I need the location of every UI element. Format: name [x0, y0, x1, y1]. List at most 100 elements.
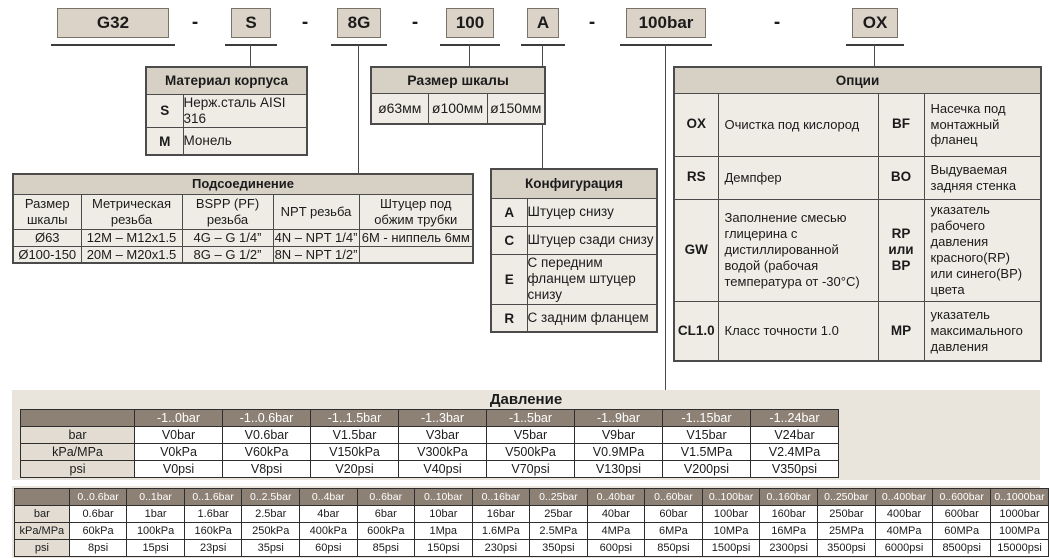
underline-connection	[331, 44, 387, 46]
configuration-desc: Штуцер сзади снизу	[526, 225, 658, 255]
configuration-desc: С задним фланцем	[526, 303, 658, 333]
pressure-value-cell: 100kPa	[126, 522, 185, 540]
connection-cell: 4G – G 1/4”	[181, 228, 274, 247]
option-code: GW	[673, 198, 719, 302]
pressure-value-cell: 6000psi	[874, 539, 934, 557]
option-code: CL1.0	[673, 300, 719, 362]
pressure-range-header: 0..1bar	[126, 488, 185, 506]
underline-material	[225, 44, 277, 46]
code-segment-dial-size: 100	[446, 8, 494, 38]
material-desc: Монель	[182, 127, 308, 156]
underline-pressure	[620, 44, 712, 46]
pressure-value-cell: V300kPa	[398, 443, 487, 461]
pressure-value-cell: 0.6bar	[68, 505, 128, 523]
pressure-range-header: 0..4bar	[299, 488, 358, 506]
code-segment-connection: 8G	[337, 8, 381, 38]
pressure-value-cell: 40MPa	[874, 522, 934, 540]
pressure-value-cell: 85psi	[356, 539, 416, 557]
code-segment-pressure: 100bar	[626, 8, 706, 38]
pressure-range-header: -1..9bar	[574, 409, 663, 427]
connector-material	[250, 45, 251, 66]
pressure-unit-label: psi	[14, 539, 70, 557]
pressure-value-cell: 6MPa	[644, 522, 703, 540]
pressure-value-cell: V0.6bar	[222, 426, 311, 444]
code-separator: -	[301, 12, 309, 33]
pressure-value-cell: 25MPa	[817, 522, 876, 540]
pressure-value-cell: 25bar	[529, 505, 588, 523]
configuration-code: E	[490, 253, 528, 305]
pressure-value-cell: V150kPa	[310, 443, 399, 461]
pressure-range-header: 0..400bar	[874, 488, 934, 506]
code-segment-model: G32	[57, 8, 169, 38]
pressure-range-header: 0..25bar	[529, 488, 588, 506]
pressure-vacuum-table: -1..0bar -1..0.6bar -1..1.5bar -1..3bar -1..…	[20, 409, 839, 478]
pressure-range-header: -1..1.5bar	[310, 409, 399, 427]
pressure-header-corner	[14, 488, 70, 506]
pressure-value-cell: 60psi	[299, 539, 358, 557]
option-code: MP	[877, 300, 925, 362]
connection-col-header: NPT резьба	[272, 193, 360, 230]
configuration-desc: Штуцер снизу	[526, 197, 658, 227]
pressure-header-corner	[20, 409, 135, 427]
code-separator: -	[411, 12, 419, 33]
pressure-value-cell: 150psi	[414, 539, 473, 557]
pressure-value-cell: 40bar	[586, 505, 646, 523]
pressure-value-cell: V1.5MPa	[662, 443, 751, 461]
pressure-value-cell: V9bar	[574, 426, 663, 444]
pressure-range-header: 0..250bar	[817, 488, 876, 506]
pressure-value-cell: V1.5bar	[310, 426, 399, 444]
pressure-value-cell: 100MPa	[990, 522, 1049, 540]
option-desc: указатель рабочего давления красного(RP)…	[923, 198, 1042, 302]
pressure-value-cell: 6bar	[356, 505, 416, 523]
pressure-range-header: 0..6bar	[356, 488, 416, 506]
pressure-value-cell: 850psi	[644, 539, 703, 557]
pressure-unit-label: psi	[20, 460, 135, 478]
connection-cell: 12M – M12x1.5	[80, 228, 183, 247]
pressure-value-cell: 100bar	[701, 505, 761, 523]
connection-col-header: Размер шкалы	[12, 193, 82, 230]
pressure-value-cell: 1000bar	[990, 505, 1049, 523]
material-desc: Нерж.сталь AISI 316	[182, 93, 308, 129]
pressure-value-cell: V500kPa	[486, 443, 575, 461]
material-code: S	[145, 93, 184, 129]
pressure-value-cell: 4bar	[299, 505, 358, 523]
pressure-range-header: 0..1000bar	[990, 488, 1049, 506]
pressure-value-cell: V5bar	[486, 426, 575, 444]
option-desc: Очистка под кислород	[717, 92, 879, 157]
code-separator: -	[191, 12, 199, 33]
pressure-value-cell: 1Mpa	[414, 522, 473, 540]
pressure-value-cell: 4MPa	[586, 522, 646, 540]
pressure-value-cell: 8psi	[68, 539, 128, 557]
dial-size-option: ø150мм	[486, 92, 546, 125]
pressure-value-cell: V200psi	[662, 460, 751, 478]
option-code: BF	[877, 92, 925, 157]
option-desc: Выдуваемая задняя стенка	[923, 155, 1042, 200]
pressure-range-header: -1..15bar	[662, 409, 751, 427]
pressure-value-cell: 3500psi	[817, 539, 876, 557]
pressure-section-title: Давление	[489, 391, 563, 408]
code-separator: -	[588, 12, 596, 33]
pressure-value-cell: 1500psi	[701, 539, 761, 557]
underline-model	[51, 44, 175, 46]
dial-size-table: Размер шкалы ø63мм ø100мм ø150мм	[370, 66, 547, 125]
connector-options	[874, 45, 875, 66]
pressure-value-cell: V0psi	[134, 460, 223, 478]
pressure-value-cell: V8psi	[222, 460, 311, 478]
pressure-value-cell: V130psi	[574, 460, 663, 478]
options-table-title: Опции	[673, 66, 1042, 94]
pressure-range-header: 0..160bar	[759, 488, 819, 506]
pressure-value-cell: V0kPa	[134, 443, 223, 461]
code-segment-material: S	[231, 8, 271, 38]
option-desc: указатель максимального давления	[923, 300, 1042, 362]
configuration-code: R	[490, 303, 528, 333]
connection-cell: Ø100-150	[12, 245, 82, 264]
pressure-value-cell: V350psi	[750, 460, 839, 478]
pressure-range-header: -1..5bar	[486, 409, 575, 427]
connection-cell: Ø63	[12, 228, 82, 247]
option-desc: Заполнение смесью глицерина с дистиллиро…	[717, 198, 879, 302]
pressure-value-cell: 60MPa	[932, 522, 992, 540]
pressure-value-cell: 160kPa	[183, 522, 243, 540]
connection-table: Подсоединение Размер шкалы Метрическая р…	[12, 173, 475, 265]
connection-cell	[358, 245, 474, 264]
